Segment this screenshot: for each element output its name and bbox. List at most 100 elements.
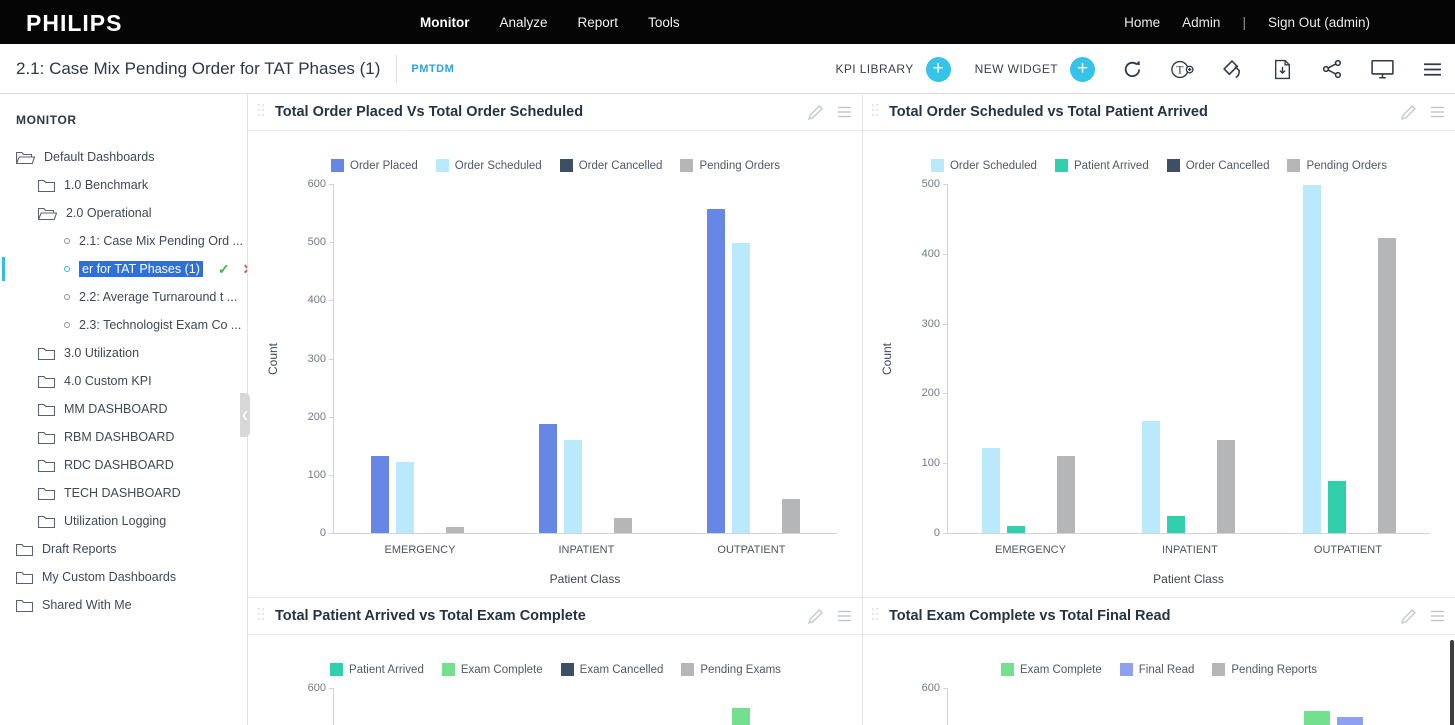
sidebar-item[interactable]: 2.3: Technologist Exam Co ... [0,311,247,339]
legend-item[interactable]: Final Read [1119,663,1194,676]
sidebar-item[interactable]: RBM DASHBOARD [0,423,247,451]
annotate-icon[interactable] [1219,56,1245,82]
sidebar-item[interactable]: 1.0 Benchmark [0,171,247,199]
display-icon[interactable] [1369,56,1395,82]
widget-menu-icon[interactable] [1430,610,1445,622]
edit-widget-icon[interactable] [808,608,823,624]
legend-swatch [331,159,344,172]
sidebar-item[interactable]: 2.0 Operational [0,199,247,227]
bar-group [1142,184,1236,533]
folder-icon [38,487,55,500]
legend-item[interactable]: Exam Complete [1000,663,1102,676]
sidebar-item[interactable]: 3.0 Utilization [0,339,247,367]
sidebar-collapse-handle[interactable]: ❮ [240,393,250,437]
legend-item[interactable]: Order Scheduled [435,159,542,172]
kpi-library-add-icon[interactable]: + [925,56,951,82]
folder-icon [16,571,33,584]
new-widget-add-icon[interactable]: + [1070,56,1095,82]
legend-item[interactable]: Pending Orders [1287,159,1387,172]
legend-item[interactable]: Pending Reports [1212,663,1317,676]
admin-link[interactable]: Admin [1182,14,1221,30]
y-tick-label: 600 [921,682,940,694]
vertical-scrollbar-thumb[interactable] [1450,640,1454,725]
bar-groups [334,184,837,533]
nav-monitor[interactable]: Monitor [420,14,470,30]
sidebar-item[interactable]: MM DASHBOARD [0,395,247,423]
nav-tools[interactable]: Tools [648,14,680,30]
folder-icon [38,459,55,472]
sidebar-item[interactable]: Draft Reports [0,535,247,563]
legend-label: Exam Complete [1019,663,1102,676]
drag-handle-icon[interactable] [257,103,265,122]
cancel-rename-icon[interactable]: ✕ [243,261,247,278]
confirm-rename-icon[interactable]: ✓ [217,260,230,277]
drag-handle-icon[interactable] [257,607,265,626]
widget-menu-icon[interactable] [837,610,852,622]
home-link[interactable]: Home [1124,14,1161,30]
session-nav: Home Admin | Sign Out (admin) [1124,0,1370,44]
active-item-indicator [2,257,5,281]
nav-analyze[interactable]: Analyze [499,14,548,30]
y-tick-label: 200 [921,387,940,400]
legend-item[interactable]: Order Scheduled [930,159,1037,172]
legend-item[interactable]: Order Placed [331,159,418,172]
edit-widget-icon[interactable] [1401,104,1416,120]
sidebar-item[interactable]: 4.0 Custom KPI [0,367,247,395]
share-icon[interactable] [1319,56,1345,82]
edit-widget-icon[interactable] [1401,608,1416,624]
nav-report[interactable]: Report [577,14,619,30]
legend-swatch [1000,663,1014,676]
y-tick-label: 300 [307,352,326,365]
sidebar-item[interactable]: Utilization Logging [0,507,247,535]
legend-item[interactable]: Order Cancelled [1166,159,1269,172]
sidebar-item[interactable]: TECH DASHBOARD [0,479,247,507]
sidebar-item[interactable]: Shared With Me [0,591,247,619]
rename-input-selected-text[interactable]: er for TAT Phases (1) [79,261,203,277]
y-tick-mark [329,533,334,534]
y-tick-label: 300 [921,317,940,330]
legend-swatch [1119,663,1133,676]
drag-handle-icon[interactable] [871,607,879,626]
sidebar-item[interactable]: er for TAT Phases (1) ✓ ✕ [0,255,247,283]
bullet-icon [64,294,70,300]
legend-item[interactable]: Exam Cancelled [560,663,663,676]
bar [981,447,1000,533]
legend-item[interactable]: Patient Arrived [1054,159,1149,172]
toolbar-divider [396,54,398,83]
bar [396,462,415,533]
legend-item[interactable]: Exam Complete [441,663,543,676]
sidebar-item-label: 2.0 Operational [66,206,152,220]
legend-swatch [1054,159,1068,172]
legend-swatch [560,663,574,676]
legend-swatch [680,159,694,172]
bar [371,455,390,533]
drag-handle-icon[interactable] [871,103,879,122]
sidebar-item-label: 2.1: Case Mix Pending Ord ... [79,234,243,248]
y-tick-mark [943,533,948,534]
legend-item[interactable]: Pending Orders [680,159,780,172]
sidebar-item[interactable]: Default Dashboards [0,143,247,171]
kpi-library-button[interactable]: KPI LIBRARY + [835,56,951,82]
legend-label: Pending Orders [699,159,780,172]
export-document-icon[interactable] [1269,56,1295,82]
text-add-icon[interactable]: T [1169,56,1195,82]
widget-menu-icon[interactable] [837,106,852,118]
sidebar-item[interactable]: 2.1: Case Mix Pending Ord ... [0,227,247,255]
sidebar-item[interactable]: RDC DASHBOARD [0,451,247,479]
legend-item[interactable]: Pending Exams [681,663,781,676]
sidebar-item[interactable]: 2.2: Average Turnaround t ... [0,283,247,311]
widget-actions [1401,104,1445,120]
folder-open-icon [38,207,57,220]
new-widget-button[interactable]: NEW WIDGET + [975,56,1095,82]
signout-link[interactable]: Sign Out (admin) [1267,14,1370,30]
legend-item[interactable]: Patient Arrived [330,663,424,676]
legend-label: Pending Exams [700,663,781,676]
refresh-icon[interactable] [1119,56,1145,82]
widget-menu-icon[interactable] [1430,106,1445,118]
edit-widget-icon[interactable] [808,104,823,120]
sidebar-item[interactable]: My Custom Dashboards [0,563,247,591]
sidebar-item-label: 2.2: Average Turnaround t ... [79,290,238,304]
legend-item[interactable]: Order Cancelled [559,159,662,172]
menu-icon[interactable] [1419,56,1445,82]
bar-group [707,688,800,725]
